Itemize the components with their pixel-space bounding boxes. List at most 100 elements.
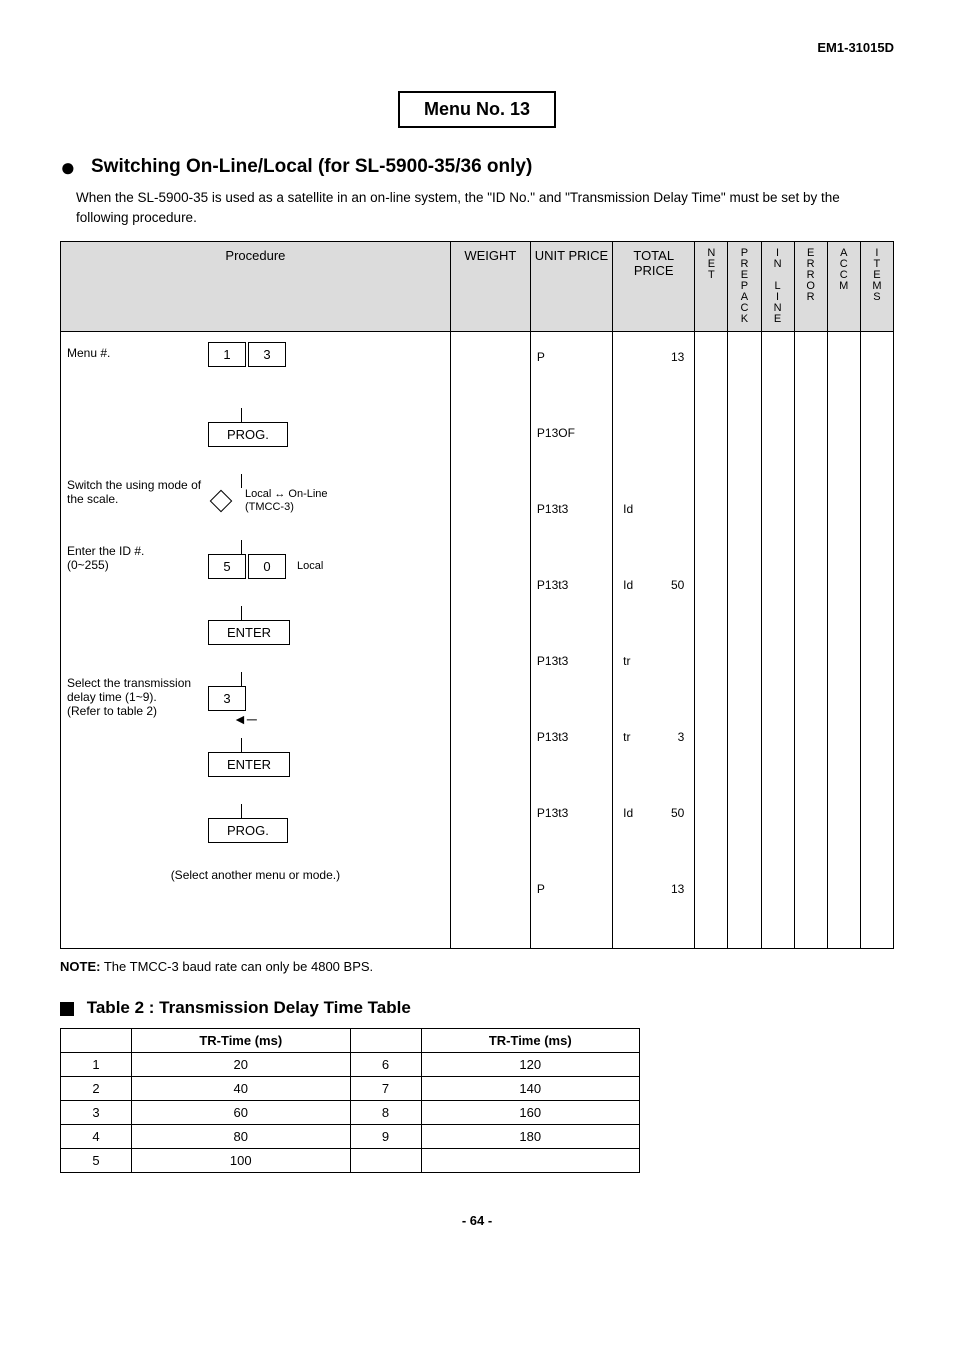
accm-cell — [827, 332, 860, 949]
intro-text: When the SL-5900-35 is used as a satelli… — [76, 188, 894, 227]
step-keys: Local ↔ On-Line(TMCC-3) — [207, 474, 444, 514]
section-title: ● Switching On-Line/Local (for SL-5900-3… — [60, 156, 894, 178]
idx-cell: 7 — [350, 1077, 421, 1101]
unit-value: P13t3 — [537, 640, 606, 716]
table-header-row: Procedure WEIGHT UNIT PRICE TOTAL PRICE … — [61, 242, 894, 332]
procedure-cell: Menu #.13 PROG. Switch the using mode of t… — [61, 332, 451, 949]
step-row: Select the transmission delay time (1~9)… — [67, 666, 444, 732]
step-keys: 13 — [207, 342, 444, 367]
th-idx — [350, 1029, 421, 1053]
idx-cell: 4 — [61, 1125, 132, 1149]
th-error: ERROR — [794, 242, 827, 332]
idx-cell: 3 — [61, 1101, 132, 1125]
unit-value: P — [537, 336, 606, 412]
unit-value: P13t3 — [537, 564, 606, 640]
connector-line — [241, 738, 242, 752]
page: EM1-31015D Menu No. 13 ● Switching On-Li… — [60, 40, 894, 1228]
table-header-row: TR-Time (ms) TR-Time (ms) — [61, 1029, 640, 1053]
total-cell: 13IdId50trtr3Id5013 — [613, 332, 695, 949]
connector-line — [241, 804, 242, 818]
section-title-text: Switching On-Line/Local (for SL-5900-35/… — [91, 156, 532, 177]
total-value: Id50 — [619, 564, 688, 640]
step-label — [67, 804, 207, 808]
th-trtime-right: TR-Time (ms) — [421, 1029, 640, 1053]
note: NOTE: The TMCC-3 baud rate can only be 4… — [60, 959, 894, 974]
total-value: 13 — [619, 868, 688, 944]
step-keys: 50Local — [207, 540, 444, 579]
th-prepack: PREPACK — [728, 242, 761, 332]
step-row: PROG. — [67, 402, 444, 468]
th-weight: WEIGHT — [450, 242, 530, 332]
step-label: Select the transmission delay time (1~9)… — [67, 672, 207, 718]
select-note: (Select another menu or mode.) — [67, 864, 444, 888]
th-items: ITEMS — [860, 242, 893, 332]
keycap: 5 — [208, 554, 246, 579]
keycap: 1 — [208, 342, 246, 367]
connector-line — [241, 606, 242, 620]
table-row: 5100 — [61, 1149, 640, 1173]
net-cell — [695, 332, 728, 949]
step-keys: ENTER — [207, 606, 444, 645]
menu-box: Menu No. 13 — [398, 91, 556, 128]
table-row: 4809180 — [61, 1125, 640, 1149]
idx-cell — [350, 1149, 421, 1173]
table-row: 2407140 — [61, 1077, 640, 1101]
step-keys: ENTER — [207, 738, 444, 777]
val-cell — [421, 1149, 640, 1173]
step-label — [67, 606, 207, 610]
step-keys: PROG. — [207, 408, 444, 447]
annotation: Local ↔ On-Line(TMCC-3) — [245, 488, 328, 514]
table2-title-text: Table 2 : Transmission Delay Time Table — [87, 998, 411, 1017]
unit-value: P — [537, 868, 606, 944]
keycap: ENTER — [208, 620, 290, 645]
unit-value: P13t3 — [537, 792, 606, 868]
val-cell: 40 — [132, 1077, 351, 1101]
table-row: 1206120 — [61, 1053, 640, 1077]
idx-cell: 6 — [350, 1053, 421, 1077]
val-cell: 60 — [132, 1101, 351, 1125]
val-cell: 80 — [132, 1125, 351, 1149]
idx-cell: 5 — [61, 1149, 132, 1173]
page-number: - 64 - — [60, 1213, 894, 1228]
prepack-cell — [728, 332, 761, 949]
step-label: Menu #. — [67, 342, 207, 360]
idx-cell: 1 — [61, 1053, 132, 1077]
annotation: Local — [297, 560, 323, 573]
val-cell: 160 — [421, 1101, 640, 1125]
arrow-left-icon: ◄─ — [233, 711, 257, 727]
step-row: Switch the using mode of the scale. Local… — [67, 468, 444, 534]
step-label: Enter the ID #.(0~255) — [67, 540, 207, 572]
weight-cell — [450, 332, 530, 949]
th-idx — [61, 1029, 132, 1053]
step-keys: 3◄─ — [207, 672, 444, 727]
error-cell — [794, 332, 827, 949]
val-cell: 120 — [421, 1053, 640, 1077]
unit-cell: PP13OFP13t3P13t3P13t3P13t3P13t3P — [530, 332, 612, 949]
table-row: 3608160 — [61, 1101, 640, 1125]
table2-title: Table 2 : Transmission Delay Time Table — [60, 998, 894, 1018]
th-trtime-left: TR-Time (ms) — [132, 1029, 351, 1053]
step-row: ENTER — [67, 732, 444, 798]
step-row: Menu #.13 — [67, 336, 444, 402]
total-value — [619, 412, 688, 488]
table-body-row: Menu #.13PROG.Switch the using mode of t… — [61, 332, 894, 949]
val-cell: 140 — [421, 1077, 640, 1101]
note-label: NOTE: — [60, 959, 100, 974]
th-inline: IN LINE — [761, 242, 794, 332]
note-text: The TMCC-3 baud rate can only be 4800 BP… — [104, 959, 373, 974]
step-row: PROG. — [67, 798, 444, 864]
connector-line — [241, 408, 242, 422]
connector-line — [241, 540, 242, 554]
th-accm: ACCM — [827, 242, 860, 332]
total-value: tr — [619, 640, 688, 716]
step-label — [67, 738, 207, 742]
idx-cell: 8 — [350, 1101, 421, 1125]
step-row: ENTER — [67, 600, 444, 666]
th-procedure: Procedure — [61, 242, 451, 332]
connector-line — [241, 672, 242, 686]
val-cell: 180 — [421, 1125, 640, 1149]
keycap: PROG. — [208, 422, 288, 447]
bullet-icon: ● — [60, 152, 76, 182]
step-label: Switch the using mode of the scale. — [67, 474, 207, 506]
total-value: Id50 — [619, 792, 688, 868]
